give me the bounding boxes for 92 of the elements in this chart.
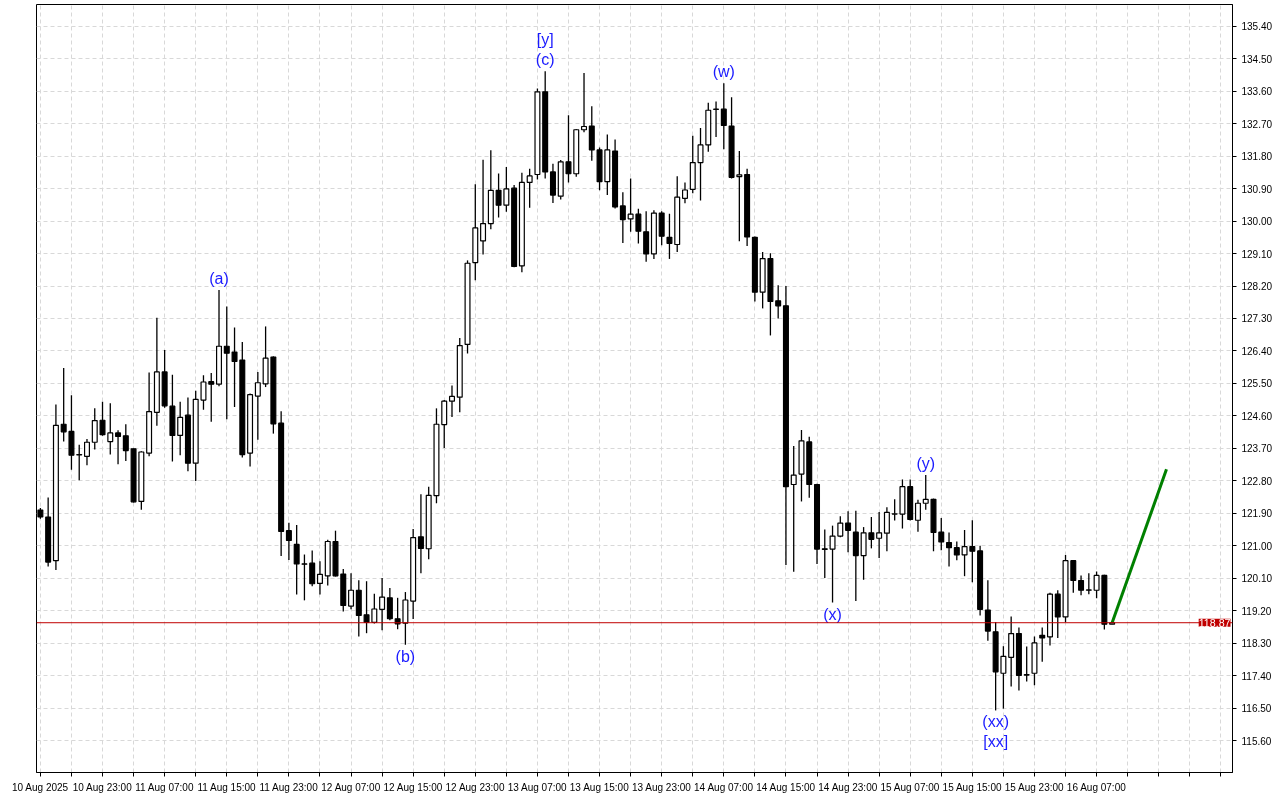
annotation: (x) [823, 605, 842, 623]
y-tick-label: 122.80 [1241, 475, 1273, 487]
y-tick-label: 127.30 [1241, 313, 1273, 325]
x-tick-label: 16 Aug 07:00 [1066, 781, 1127, 793]
x-tick-label: 11 Aug 15:00 [197, 781, 257, 793]
x-tick-label: 10 Aug 2025 [12, 781, 69, 793]
candlestick [549, 163, 556, 204]
annotation: (c) [535, 51, 555, 69]
candlestick [953, 540, 960, 561]
candlestick [775, 284, 782, 320]
candlestick [448, 384, 455, 418]
y-tick-label: 115.60 [1241, 735, 1272, 747]
candlestick [914, 499, 921, 533]
y-tick-label: 121.90 [1241, 508, 1273, 520]
y-tick-label: 116.50 [1241, 703, 1272, 715]
x-tick-label: 13 Aug 15:00 [569, 781, 630, 793]
y-tick-label: 123.70 [1241, 443, 1273, 455]
candlestick [891, 498, 898, 522]
candlestick [643, 210, 650, 263]
y-tick-label: 128.20 [1241, 281, 1273, 292]
candlestick [658, 210, 665, 246]
x-tick-label: 10 Aug 23:00 [72, 781, 133, 793]
y-tick-label: 120.10 [1241, 573, 1273, 585]
candlestick [619, 191, 626, 244]
candlestick [876, 511, 883, 559]
x-tick-label: 12 Aug 15:00 [383, 781, 443, 793]
x-tick-label: 14 Aug 07:00 [694, 781, 754, 793]
candlestick [526, 168, 533, 209]
y-tick-label: 117.40 [1241, 670, 1272, 682]
annotation: [xx] [983, 733, 1009, 751]
y-tick-label: 131.80 [1241, 151, 1273, 163]
candlestick [681, 181, 688, 205]
annotation: (b) [395, 647, 416, 665]
candlestick [1023, 645, 1030, 683]
candlestick [845, 510, 852, 553]
y-tick-label: 129.10 [1241, 248, 1273, 260]
candlestick [293, 524, 300, 596]
candlestick [1085, 572, 1092, 595]
annotation: (w) [712, 63, 735, 81]
x-tick-label: 14 Aug 23:00 [818, 781, 878, 793]
candlestick [1008, 615, 1015, 688]
candlestick [946, 531, 953, 568]
y-tick-label: 121.00 [1241, 540, 1273, 552]
candlestick [254, 371, 261, 441]
candlestick [581, 72, 588, 133]
candlestick [883, 506, 890, 552]
candlestick [588, 105, 595, 162]
annotation: [y] [536, 31, 554, 49]
candlestick [316, 560, 323, 596]
candlestick [790, 445, 797, 573]
candlestick [852, 510, 859, 602]
candlestick [1078, 574, 1085, 596]
annotation: (xx) [982, 713, 1009, 731]
candlestick [480, 159, 487, 256]
x-tick-label: 13 Aug 07:00 [507, 781, 568, 793]
candlestick [348, 572, 355, 611]
y-tick-label: 124.60 [1241, 410, 1273, 422]
y-tick-label: 132.70 [1241, 118, 1273, 130]
y-tick-label: 130.00 [1241, 216, 1273, 228]
y-tick-label: 125.50 [1241, 378, 1273, 390]
x-tick-label: 14 Aug 15:00 [756, 781, 816, 793]
candlestick [115, 429, 122, 465]
y-tick-label: 119.20 [1241, 605, 1272, 617]
candlestick [285, 522, 292, 561]
candlestick [386, 587, 393, 621]
x-tick-label: 12 Aug 07:00 [321, 781, 381, 793]
candlestick [1039, 626, 1046, 663]
candlestick [720, 82, 727, 150]
candlestick [83, 438, 90, 467]
y-tick-label: 126.40 [1241, 345, 1273, 357]
candlestick [309, 549, 316, 587]
x-tick-label: 15 Aug 23:00 [1004, 781, 1065, 793]
y-tick-label: 118.30 [1241, 638, 1272, 650]
candlestick [122, 423, 129, 462]
x-tick-label: 13 Aug 23:00 [631, 781, 692, 793]
y-tick-label: 134.50 [1241, 53, 1273, 65]
candlestick [417, 493, 424, 574]
candlestick [984, 579, 991, 642]
x-tick-label: 15 Aug 07:00 [880, 781, 940, 793]
x-tick-label: 15 Aug 15:00 [942, 781, 1002, 793]
y-tick-label: 130.90 [1241, 183, 1273, 195]
y-tick-label: 133.60 [1241, 86, 1273, 98]
annotation: (y) [916, 455, 936, 473]
candlestick [301, 553, 308, 601]
x-tick-label: 12 Aug 23:00 [445, 781, 505, 793]
x-tick-label: 11 Aug 23:00 [259, 781, 319, 793]
annotation: (a) [209, 269, 229, 287]
ref-line-label: 118.87 [1198, 616, 1231, 629]
candlestick [177, 401, 184, 456]
candlestick [379, 577, 386, 631]
y-tick-label: 135.40 [1241, 21, 1273, 33]
x-tick-label: 11 Aug 07:00 [135, 781, 194, 793]
